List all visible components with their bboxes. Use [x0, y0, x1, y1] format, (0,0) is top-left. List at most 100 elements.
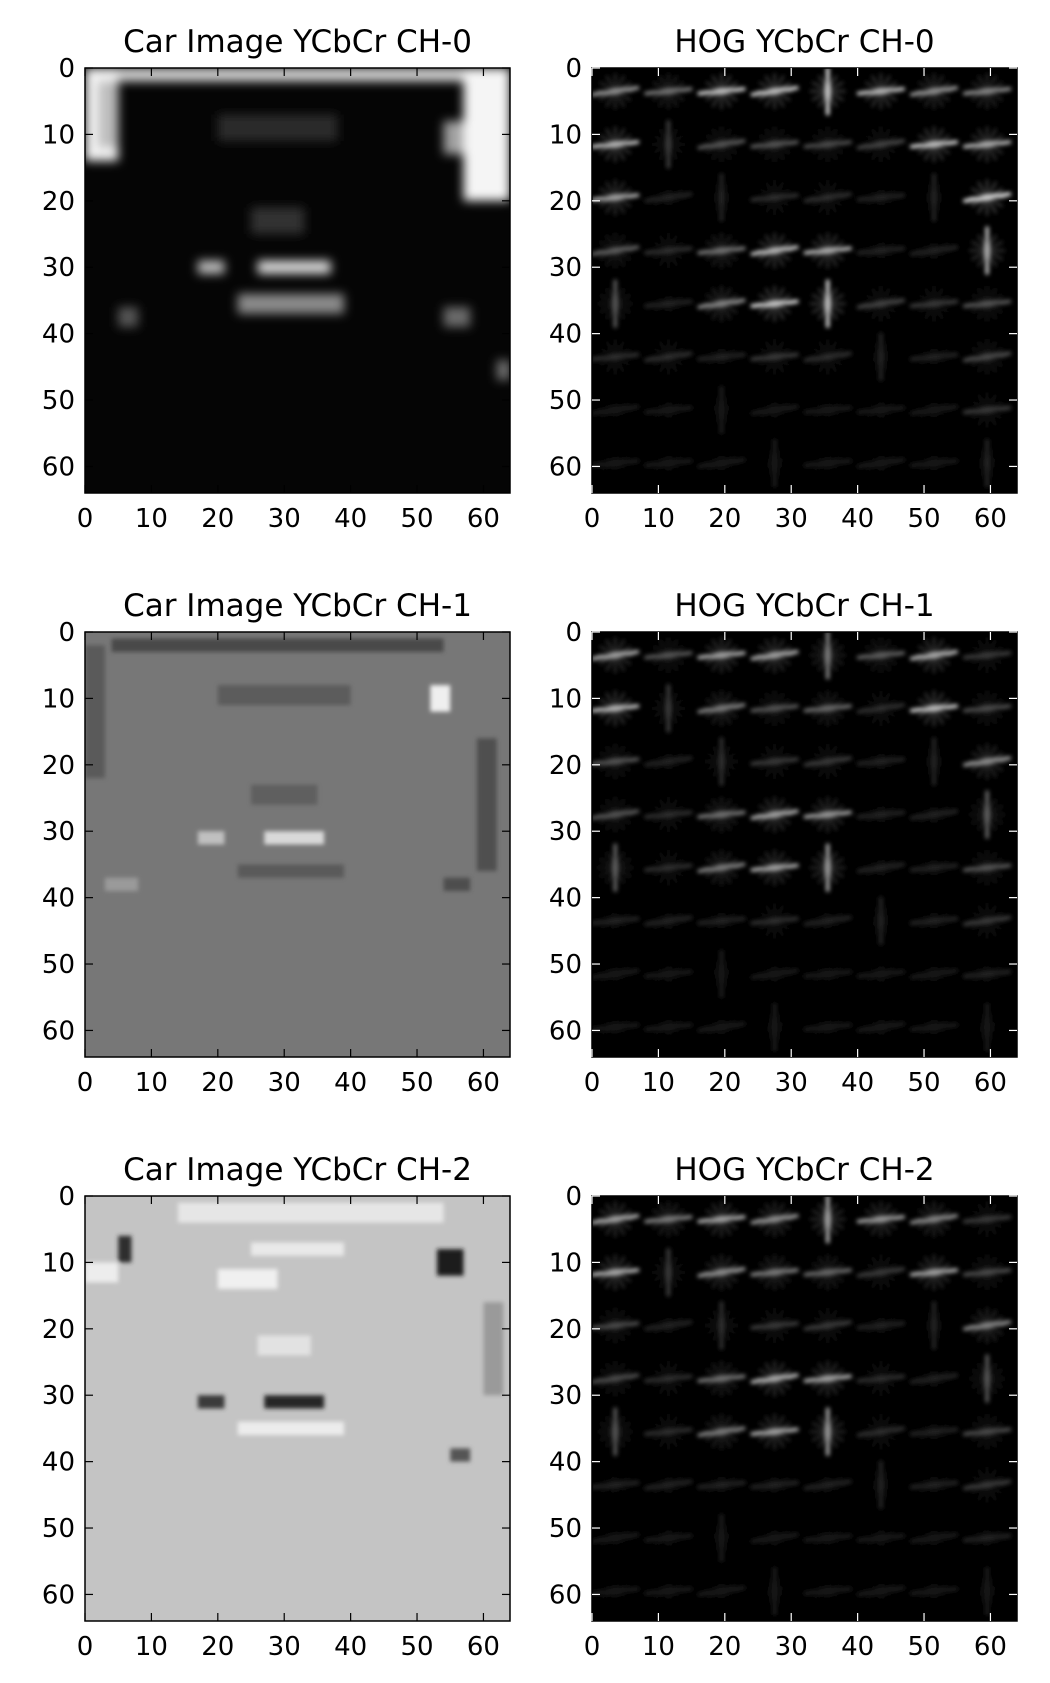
y-tick-label: 10: [42, 684, 75, 714]
y-tick-label: 40: [549, 320, 582, 350]
y-tick-label: 60: [549, 1016, 582, 1046]
y-tick-label: 20: [549, 751, 582, 781]
y-tick-label: 30: [549, 253, 582, 283]
panels: Car Image YCbCr CH-00 10 20 30 40 50 600102030…: [42, 24, 1018, 1662]
y-tick-label: 0: [565, 1182, 582, 1212]
y-tick-label: 20: [549, 1315, 582, 1345]
x-tick-label: 0: [77, 504, 94, 534]
y-tick-label: 10: [549, 1248, 582, 1278]
y-tick-label: 30: [42, 817, 75, 847]
y-tick-label: 20: [549, 187, 582, 217]
hog-image: [592, 1196, 1017, 1621]
y-tick-label: 40: [42, 1448, 75, 1478]
y-tick-label: 10: [549, 684, 582, 714]
hog-image: [592, 68, 1017, 493]
x-tick-label: 60: [974, 1068, 1007, 1098]
x-tick-label: 0: [77, 1068, 94, 1098]
x-tick-label: 10: [642, 504, 675, 534]
x-tick-label: 40: [841, 1068, 874, 1098]
x-tick-label: 0: [77, 1632, 94, 1662]
panel-title: HOG YCbCr CH-2: [674, 1152, 934, 1188]
x-tick-label: 60: [467, 1068, 500, 1098]
y-tick-label: 60: [42, 452, 75, 482]
x-tick-label: 30: [268, 1632, 301, 1662]
y-tick-label: 50: [549, 1514, 582, 1544]
axes-frame: [591, 1195, 1018, 1622]
panel-5: Car Image YCbCr CH-20 10 20 30 40 50 600102030…: [42, 1152, 511, 1662]
x-tick-label: 30: [775, 504, 808, 534]
y-tick-label: 0: [565, 54, 582, 84]
y-tick-label: 10: [42, 120, 75, 150]
x-tick-label: 30: [775, 1068, 808, 1098]
axes-frame: [591, 631, 1018, 1058]
x-tick-label: 0: [584, 1068, 601, 1098]
x-tick-label: 50: [907, 1068, 940, 1098]
x-tick-label: 50: [400, 1632, 433, 1662]
channel-image: [85, 68, 510, 493]
x-tick-label: 60: [974, 1632, 1007, 1662]
axes-frame: [84, 1195, 511, 1622]
x-tick-label: 40: [334, 1068, 367, 1098]
x-tick-label: 20: [201, 1068, 234, 1098]
y-tick-label: 20: [42, 187, 75, 217]
y-tick-label: 50: [549, 386, 582, 416]
y-tick-label: 0: [565, 618, 582, 648]
y-tick-label: 50: [42, 1514, 75, 1544]
channel-image: [85, 632, 510, 1057]
x-tick-label: 30: [268, 1068, 301, 1098]
x-tick-label: 20: [201, 1632, 234, 1662]
y-tick-label: 40: [549, 1448, 582, 1478]
panel-1: Car Image YCbCr CH-00 10 20 30 40 50 600102030…: [42, 24, 511, 534]
x-tick-label: 40: [334, 504, 367, 534]
y-tick-label: 30: [42, 253, 75, 283]
x-tick-label: 40: [841, 504, 874, 534]
x-tick-label: 50: [400, 504, 433, 534]
panel-3: Car Image YCbCr CH-10 10 20 30 40 50 600102030…: [42, 588, 511, 1098]
y-tick-label: 0: [58, 618, 75, 648]
x-tick-label: 60: [974, 504, 1007, 534]
axes-frame: [591, 67, 1018, 494]
y-tick-label: 40: [42, 884, 75, 914]
y-tick-label: 10: [42, 1248, 75, 1278]
x-tick-label: 10: [135, 1632, 168, 1662]
x-tick-label: 20: [708, 1632, 741, 1662]
y-tick-label: 30: [42, 1381, 75, 1411]
x-tick-label: 50: [400, 1068, 433, 1098]
x-tick-label: 10: [642, 1632, 675, 1662]
y-tick-label: 40: [42, 320, 75, 350]
x-tick-label: 50: [907, 504, 940, 534]
x-tick-label: 10: [135, 504, 168, 534]
panel-title: Car Image YCbCr CH-0: [123, 24, 472, 60]
y-tick-label: 20: [42, 1315, 75, 1345]
x-tick-label: 60: [467, 504, 500, 534]
x-tick-label: 20: [708, 1068, 741, 1098]
x-tick-label: 0: [584, 504, 601, 534]
x-tick-label: 40: [841, 1632, 874, 1662]
x-tick-label: 10: [642, 1068, 675, 1098]
y-tick-label: 50: [549, 950, 582, 980]
y-tick-label: 20: [42, 751, 75, 781]
panel-title: HOG YCbCr CH-0: [674, 24, 934, 60]
y-tick-label: 50: [42, 386, 75, 416]
y-tick-label: 30: [549, 1381, 582, 1411]
axes-frame: [84, 631, 511, 1058]
y-tick-label: 0: [58, 54, 75, 84]
y-tick-label: 60: [42, 1580, 75, 1610]
panel-title: Car Image YCbCr CH-2: [123, 1152, 472, 1188]
y-tick-label: 60: [549, 1580, 582, 1610]
y-tick-label: 60: [549, 452, 582, 482]
hog-image: [592, 632, 1017, 1057]
x-tick-label: 0: [584, 1632, 601, 1662]
x-tick-label: 20: [708, 504, 741, 534]
y-tick-label: 0: [58, 1182, 75, 1212]
x-tick-label: 40: [334, 1632, 367, 1662]
y-tick-label: 10: [549, 120, 582, 150]
y-tick-label: 30: [549, 817, 582, 847]
x-tick-label: 50: [907, 1632, 940, 1662]
axes-frame: [84, 67, 511, 494]
y-tick-label: 40: [549, 884, 582, 914]
